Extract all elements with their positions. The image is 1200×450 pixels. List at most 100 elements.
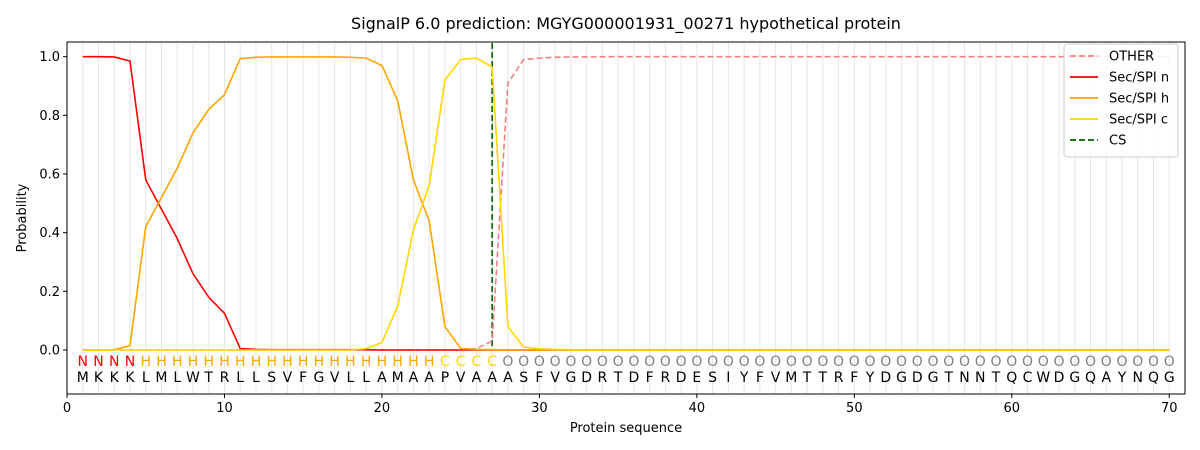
x-tick-label: 40	[689, 401, 706, 416]
annotation-letter: O	[518, 354, 529, 370]
sequence-letter: L	[142, 370, 150, 386]
annotation-letter: H	[314, 354, 325, 370]
annotation-letter: O	[865, 354, 876, 370]
annotation-letter: O	[534, 354, 545, 370]
x-tick-label: 30	[531, 401, 548, 416]
annotation-letter: H	[392, 354, 403, 370]
annotation-letter: H	[203, 354, 214, 370]
annotation-letter: O	[1006, 354, 1017, 370]
sequence-letter: L	[252, 370, 260, 386]
sequence-letter: S	[519, 370, 528, 386]
sequence-letter: V	[283, 370, 293, 386]
annotation-letter: O	[1101, 354, 1112, 370]
sequence-letter: K	[94, 370, 104, 386]
sequence-letter: D	[676, 370, 687, 386]
sequence-letter: T	[613, 370, 623, 386]
sequence-letter: Y	[739, 370, 749, 386]
annotation-letter: C	[472, 354, 482, 370]
annotation-letter: O	[802, 354, 813, 370]
sequence-letter: D	[912, 370, 923, 386]
legend: OTHER Sec/SPI n Sec/SPI h Sec/SPI c CS	[1063, 43, 1179, 158]
annotation-letter: H	[188, 354, 199, 370]
sequence-letter: F	[299, 370, 307, 386]
annotation-letter: O	[849, 354, 860, 370]
annotation-letter: O	[1054, 354, 1065, 370]
annotation-letter: H	[172, 354, 183, 370]
sequence-letter: S	[708, 370, 717, 386]
sequence-letter: A	[487, 370, 497, 386]
sequence-letter: E	[692, 370, 701, 386]
sequence-letter: N	[975, 370, 985, 386]
annotation-letter: O	[959, 354, 970, 370]
annotation-letter: H	[266, 354, 277, 370]
sequence-letter: Q	[1085, 370, 1096, 386]
legend-box	[1063, 43, 1179, 158]
y-tick-label: 0.8	[39, 109, 60, 124]
sequence-letter: L	[347, 370, 355, 386]
y-tick-label: 0.2	[39, 285, 60, 300]
annotation-letter: O	[1148, 354, 1159, 370]
x-tick-label: 70	[1161, 401, 1178, 416]
annotation-letter: O	[581, 354, 592, 370]
annotation-letter: O	[817, 354, 828, 370]
sequence-letter: F	[756, 370, 764, 386]
sequence-letter: D	[628, 370, 639, 386]
sequence-letter: F	[850, 370, 858, 386]
x-tick-label: 60	[1004, 401, 1021, 416]
annotation-letter: O	[597, 354, 608, 370]
y-axis-ticks: 0.0 0.2 0.4 0.6 0.8 1.0	[39, 50, 67, 359]
annotation-letter: O	[628, 354, 639, 370]
x-tick-label: 20	[374, 401, 391, 416]
annotation-letter: O	[644, 354, 655, 370]
sequence-letter: V	[456, 370, 466, 386]
annotation-letter: H	[156, 354, 167, 370]
sequence-letter: P	[441, 370, 449, 386]
annotation-letter: O	[1164, 354, 1175, 370]
annotation-letter: H	[282, 354, 293, 370]
annotation-letter: O	[691, 354, 702, 370]
x-tick-label: 10	[216, 401, 233, 416]
sequence-letter: F	[646, 370, 654, 386]
sequence-letter: Q	[1006, 370, 1017, 386]
sequence-letter: G	[928, 370, 939, 386]
legend-label: CS	[1109, 134, 1126, 149]
annotation-letter: H	[140, 354, 151, 370]
sequence-letter: V	[330, 370, 340, 386]
y-tick-label: 0.0	[39, 344, 60, 359]
annotation-letter: H	[219, 354, 230, 370]
sequence-letter: S	[267, 370, 276, 386]
sequence-letter: T	[991, 370, 1001, 386]
sequence-letter: R	[834, 370, 844, 386]
sequence-letter: G	[565, 370, 576, 386]
annotation-letter: O	[707, 354, 718, 370]
plot-frame	[66, 41, 1186, 395]
annotation-letter: O	[943, 354, 954, 370]
sequence-letter: F	[535, 370, 543, 386]
annotation-letter: C	[456, 354, 466, 370]
y-tick-label: 0.6	[39, 168, 60, 183]
annotation-letter: H	[424, 354, 435, 370]
annotation-letter: H	[408, 354, 419, 370]
annotation-letter: O	[1116, 354, 1127, 370]
annotation-letter: O	[833, 354, 844, 370]
annotation-letter: N	[93, 354, 103, 370]
sequence-letter: A	[377, 370, 387, 386]
annotation-letter: C	[487, 354, 497, 370]
sequence-letter: D	[1054, 370, 1065, 386]
annotation-letter: H	[345, 354, 356, 370]
sequence-letter: L	[236, 370, 244, 386]
annotation-letter: H	[329, 354, 340, 370]
annotation-letter: O	[991, 354, 1002, 370]
annotation-letter: O	[770, 354, 781, 370]
annotation-letter: C	[440, 354, 450, 370]
annotation-letter: N	[125, 354, 135, 370]
annotation-letter: O	[975, 354, 986, 370]
annotation-letter: H	[361, 354, 372, 370]
sequence-letter: T	[818, 370, 828, 386]
sequence-letter: N	[959, 370, 969, 386]
x-tick-label: 50	[846, 401, 863, 416]
annotation-letter: O	[896, 354, 907, 370]
y-tick-label: 1.0	[39, 50, 60, 65]
